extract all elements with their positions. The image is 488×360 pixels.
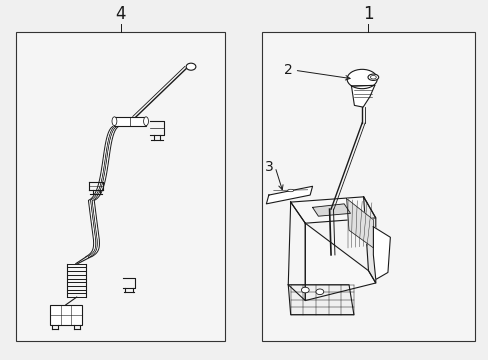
Ellipse shape — [367, 74, 378, 80]
Polygon shape — [346, 199, 372, 248]
Circle shape — [301, 287, 308, 293]
Text: 3: 3 — [264, 160, 273, 174]
Text: 4: 4 — [115, 5, 125, 23]
Text: 2: 2 — [284, 63, 292, 77]
Polygon shape — [351, 85, 374, 107]
Bar — [50, 305, 81, 325]
Polygon shape — [363, 197, 375, 283]
Ellipse shape — [346, 69, 376, 89]
Bar — [16, 32, 224, 341]
Polygon shape — [287, 202, 305, 301]
Polygon shape — [287, 285, 353, 315]
Circle shape — [186, 63, 196, 70]
Polygon shape — [312, 204, 350, 216]
Ellipse shape — [370, 76, 375, 79]
Bar — [261, 32, 474, 341]
Text: 1: 1 — [363, 5, 373, 23]
Polygon shape — [266, 186, 312, 204]
Bar — [114, 117, 146, 126]
Ellipse shape — [143, 117, 148, 126]
Ellipse shape — [112, 117, 117, 126]
Polygon shape — [305, 223, 375, 301]
Polygon shape — [372, 227, 389, 279]
Ellipse shape — [287, 189, 293, 192]
Circle shape — [315, 289, 323, 294]
Polygon shape — [290, 197, 375, 223]
